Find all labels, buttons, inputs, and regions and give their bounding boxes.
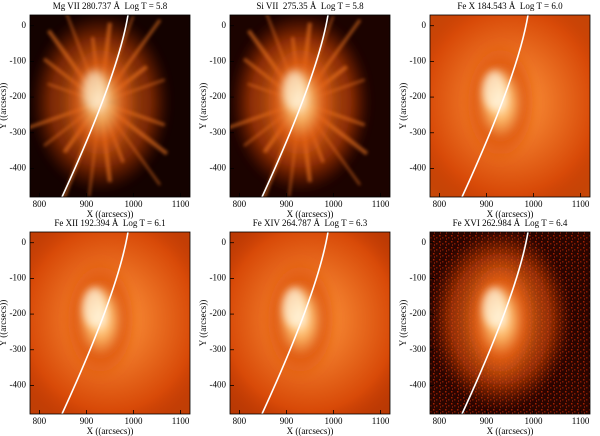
panel-title: Fe XVI 262.984 Å Log T = 6.4 (453, 218, 568, 228)
y-tick-label: -100 (10, 272, 27, 282)
x-tick-label: 900 (480, 416, 494, 426)
x-tick-label: 800 (233, 199, 247, 209)
y-tick-label: -200 (10, 308, 27, 318)
y-tick-label: -200 (10, 91, 27, 101)
y-axis-label: Y ((arcsecs)) (198, 83, 208, 129)
y-tick-label: -400 (410, 380, 427, 390)
y-tick-label: 0 (222, 20, 227, 30)
panel-title: Mg VII 280.737 Å Log T = 5.8 (53, 1, 168, 11)
y-tick-label: 0 (222, 237, 227, 247)
y-tick-label: -400 (210, 380, 227, 390)
panel-title: Fe XII 192.394 Å Log T = 6.1 (54, 218, 165, 228)
y-tick-label: -300 (410, 127, 427, 137)
y-tick-label: -200 (210, 308, 227, 318)
active-core (282, 287, 307, 328)
y-axis-label: Y ((arcsecs)) (0, 300, 8, 346)
active-core (82, 287, 107, 328)
panel: Fe XII 192.394 Å Log T = 6.1 800 900 1000 11… (0, 218, 191, 436)
panel: Fe XVI 262.984 Å Log T = 6.4 800 900 1000 11… (398, 218, 591, 436)
x-tick-label: 1100 (372, 416, 390, 426)
y-tick-label: -200 (410, 308, 427, 318)
panel-title: Fe XIV 264.787 Å Log T = 6.3 (253, 218, 368, 228)
solar-image (230, 232, 390, 414)
x-tick-label: 800 (433, 199, 447, 209)
x-tick-label: 1100 (572, 416, 590, 426)
x-tick-label: 1000 (525, 416, 544, 426)
x-tick-label: 1000 (125, 416, 144, 426)
x-tick-label: 800 (433, 416, 447, 426)
x-axis-label: X ((arcsecs)) (87, 426, 134, 436)
plot-frame (229, 231, 391, 415)
y-tick-label: -300 (10, 344, 27, 354)
y-tick-label: -100 (10, 55, 27, 65)
x-tick-label: 1100 (172, 199, 190, 209)
x-tick-label: 900 (80, 416, 94, 426)
solar-image (230, 15, 390, 197)
plot-frame (29, 231, 191, 415)
y-tick-label: -300 (10, 127, 27, 137)
y-axis-label: Y ((arcsecs)) (198, 300, 208, 346)
x-tick-label: 1100 (572, 199, 590, 209)
y-tick-label: -300 (210, 127, 227, 137)
y-tick-label: -200 (410, 91, 427, 101)
y-axis-label: Y ((arcsecs)) (398, 83, 408, 129)
y-tick-label: 0 (422, 237, 427, 247)
solar-image (430, 15, 590, 197)
y-tick-label: -100 (410, 272, 427, 282)
x-tick-label: 800 (33, 199, 47, 209)
x-tick-label: 900 (280, 199, 294, 209)
x-tick-label: 900 (280, 416, 294, 426)
x-tick-label: 800 (33, 416, 47, 426)
y-tick-label: -400 (210, 163, 227, 173)
plot-frame (429, 231, 591, 415)
y-tick-label: -100 (210, 272, 227, 282)
y-tick-label: -400 (10, 380, 27, 390)
x-axis-label: X ((arcsecs)) (487, 426, 534, 436)
x-axis-label: X ((arcsecs)) (87, 209, 134, 219)
x-axis-label: X ((arcsecs)) (487, 209, 534, 219)
x-tick-label: 1000 (125, 199, 144, 209)
active-core (82, 70, 107, 111)
active-core (482, 70, 507, 111)
x-tick-label: 1000 (525, 199, 544, 209)
panel-title: Fe X 184.543 Å Log T = 6.0 (457, 1, 563, 11)
solar-image (30, 232, 190, 414)
y-axis-label: Y ((arcsecs)) (0, 83, 8, 129)
active-core (482, 287, 507, 328)
x-tick-label: 900 (80, 199, 94, 209)
x-axis-label: X ((arcsecs)) (287, 209, 334, 219)
panel: Mg VII 280.737 Å Log T = 5.8 800 900 1000 11… (0, 1, 191, 219)
y-tick-label: -400 (410, 163, 427, 173)
y-tick-label: 0 (22, 237, 27, 247)
y-tick-label: 0 (422, 20, 427, 30)
x-axis-label: X ((arcsecs)) (287, 426, 334, 436)
x-tick-label: 1100 (172, 416, 190, 426)
y-tick-label: -400 (10, 163, 27, 173)
solar-image (430, 232, 590, 414)
x-tick-label: 1000 (325, 416, 344, 426)
x-tick-label: 1100 (372, 199, 390, 209)
active-core (282, 70, 307, 111)
y-tick-label: -100 (210, 55, 227, 65)
solar-image (30, 15, 190, 197)
panel: Si VII 275.35 Å Log T = 5.8 800 900 1000 110… (198, 1, 391, 219)
y-tick-label: -100 (410, 55, 427, 65)
panel-title: Si VII 275.35 Å Log T = 5.8 (256, 1, 364, 11)
y-axis-label: Y ((arcsecs)) (398, 300, 408, 346)
x-tick-label: 800 (233, 416, 247, 426)
panel: Fe XIV 264.787 Å Log T = 6.3 800 900 1000 11… (198, 218, 391, 436)
plot-frame (29, 14, 191, 198)
x-tick-label: 900 (480, 199, 494, 209)
y-tick-label: -300 (410, 344, 427, 354)
panel: Fe X 184.543 Å Log T = 6.0 800 900 1000 1100… (398, 1, 591, 219)
y-tick-label: -300 (210, 344, 227, 354)
y-tick-label: -200 (210, 91, 227, 101)
y-tick-label: 0 (22, 20, 27, 30)
x-tick-label: 1000 (325, 199, 344, 209)
plot-frame (429, 14, 591, 198)
plot-frame (229, 14, 391, 198)
